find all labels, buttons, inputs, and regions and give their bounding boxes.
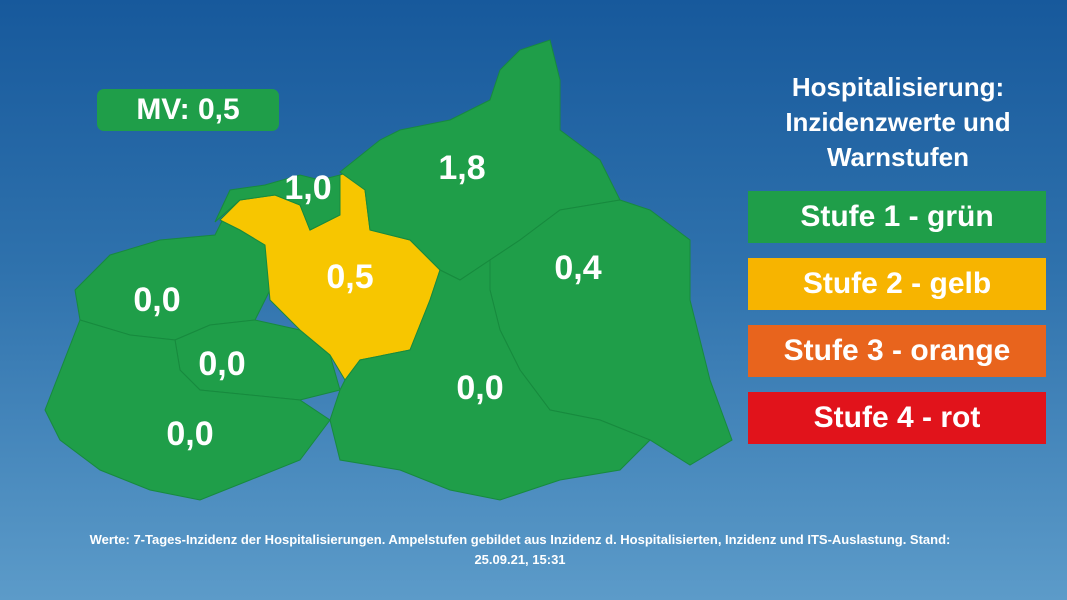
- region-value: 0,5: [326, 258, 373, 296]
- legend-title-line: Inzidenzwerte und: [785, 107, 1011, 137]
- legend-title-line: Warnstufen: [826, 142, 970, 172]
- legend-item: Stufe 1 - grün: [748, 191, 1046, 243]
- region-value: 0,0: [166, 415, 213, 453]
- footer-line: Werte: 7-Tages-Inzidenz der Hospitalisie…: [89, 532, 951, 547]
- legend-item: Stufe 4 - rot: [748, 392, 1046, 444]
- region-value: 0,0: [133, 281, 180, 319]
- region-value: 1,0: [284, 169, 331, 207]
- state-badge: MV: 0,5: [97, 89, 279, 131]
- region-value: 0,4: [554, 249, 601, 287]
- footer-line: 25.09.21, 15:31: [474, 552, 566, 567]
- legend-item: Stufe 3 - orange: [748, 325, 1046, 377]
- region: [44, 319, 331, 501]
- legend-title: Hospitalisierung: Inzidenzwerte und Warn…: [748, 70, 1048, 175]
- legend-item: Stufe 2 - gelb: [748, 258, 1046, 310]
- map: 0,0 0,0 0,0 0,5 1,0 1,8 0,4 0,0: [44, 39, 733, 501]
- region-value: 0,0: [456, 369, 503, 407]
- region: [214, 174, 341, 231]
- legend-title-line: Hospitalisierung:: [791, 72, 1005, 102]
- region-value: 1,8: [438, 149, 485, 187]
- region-value: 0,0: [198, 345, 245, 383]
- region: [339, 39, 621, 281]
- region: [329, 259, 651, 501]
